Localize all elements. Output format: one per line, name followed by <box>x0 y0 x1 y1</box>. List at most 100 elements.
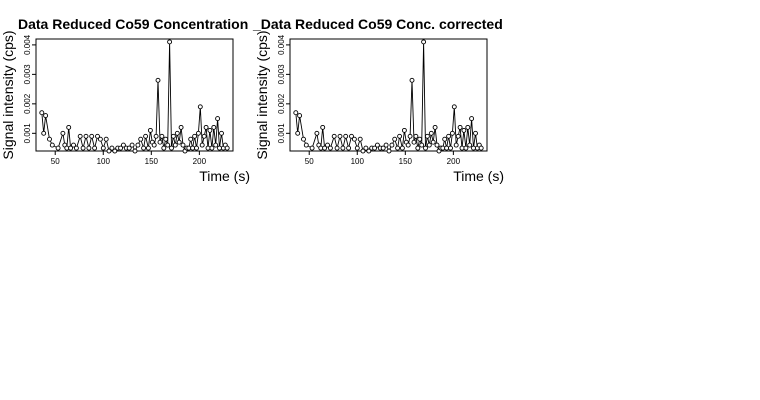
data-point <box>165 142 171 148</box>
x-tick-label: 50 <box>51 157 60 166</box>
data-point <box>407 133 413 139</box>
chart-title: Data Reduced Co59 Concentration <box>18 16 248 32</box>
data-point <box>372 145 378 151</box>
x-axis-ticks: 50 100 150 200 <box>51 151 207 166</box>
data-point <box>334 145 340 151</box>
data-point <box>141 145 147 151</box>
data-point <box>409 77 415 83</box>
data-point <box>209 145 215 151</box>
y-tick-label: 0.004 <box>277 34 286 55</box>
data-point <box>374 142 380 148</box>
data-point <box>172 142 178 148</box>
data-series <box>293 39 484 154</box>
data-point <box>309 145 315 151</box>
data-point <box>159 133 165 139</box>
x-tick-label: 150 <box>145 157 159 166</box>
data-point <box>95 133 100 139</box>
data-point <box>192 133 198 139</box>
data-point <box>126 145 132 151</box>
y-tick-label: 0.002 <box>23 93 32 114</box>
data-point <box>211 124 217 130</box>
data-point <box>340 145 346 151</box>
data-point <box>155 77 161 83</box>
data-point <box>77 133 83 139</box>
data-point <box>178 124 184 130</box>
data-point <box>80 145 86 151</box>
x-tick-label: 100 <box>97 157 111 166</box>
data-point <box>392 136 398 142</box>
data-point <box>39 110 45 116</box>
data-point <box>151 142 157 148</box>
data-point <box>383 142 389 148</box>
data-point <box>411 139 417 145</box>
data-point <box>135 142 141 148</box>
data-point <box>331 133 337 139</box>
data-point <box>415 145 421 151</box>
data-point <box>451 104 457 110</box>
data-point <box>354 145 360 151</box>
data-point <box>337 133 343 139</box>
data-point <box>461 127 467 133</box>
data-point <box>194 145 199 151</box>
data-point <box>397 133 403 139</box>
data-point <box>444 145 450 151</box>
y-axis-ticks: 0.001 0.002 0.003 0.004 <box>277 34 290 143</box>
data-point <box>380 145 386 151</box>
data-point <box>132 148 138 154</box>
data-point <box>219 130 224 136</box>
data-point <box>109 145 115 151</box>
data-point <box>295 130 301 136</box>
y-axis-ticks: 0.001 0.002 0.003 0.004 <box>23 34 36 143</box>
data-point <box>424 133 430 139</box>
data-series <box>39 39 230 154</box>
data-point <box>459 145 465 151</box>
x-tick-label: 200 <box>447 157 461 166</box>
data-point <box>428 130 434 136</box>
data-point <box>417 136 423 142</box>
data-point <box>197 104 203 110</box>
data-point <box>217 145 222 151</box>
data-point <box>395 145 401 151</box>
data-point <box>66 124 72 130</box>
y-tick-label: 0.003 <box>23 64 32 85</box>
data-point <box>180 142 186 148</box>
x-axis-label: Time (s) <box>453 168 504 184</box>
data-point <box>47 136 52 142</box>
data-point <box>103 136 109 142</box>
data-point <box>86 145 92 151</box>
x-tick-label: 100 <box>351 157 365 166</box>
data-point <box>423 145 428 151</box>
y-tick-label: 0.001 <box>23 123 32 144</box>
data-point <box>413 133 419 139</box>
data-point <box>89 133 95 139</box>
data-point <box>478 145 484 151</box>
data-point <box>471 145 476 151</box>
y-tick-label: 0.001 <box>277 123 286 144</box>
data-point <box>145 145 151 151</box>
y-tick-label: 0.003 <box>277 64 286 85</box>
data-point <box>325 142 330 148</box>
data-point <box>60 130 66 136</box>
data-point <box>188 136 194 142</box>
data-point <box>421 39 427 45</box>
data-point <box>43 113 49 119</box>
data-point <box>201 133 207 139</box>
data-point <box>343 133 349 139</box>
data-point <box>120 142 126 148</box>
data-point <box>169 145 174 151</box>
data-point <box>106 148 112 154</box>
data-point <box>442 136 448 142</box>
data-point <box>320 124 326 130</box>
data-point <box>473 130 478 136</box>
chart-title: _Data Reduced Co59 Conc. corrected <box>252 16 503 32</box>
data-point <box>153 133 159 139</box>
data-point <box>71 142 76 148</box>
data-point <box>92 145 98 151</box>
data-point <box>399 145 405 151</box>
chart-panel-concentration: Data Reduced Co59 Concentration Signal i… <box>0 16 250 184</box>
data-point <box>469 116 475 122</box>
data-point <box>405 142 411 148</box>
y-tick-label: 0.002 <box>277 93 286 114</box>
data-point <box>215 116 221 122</box>
